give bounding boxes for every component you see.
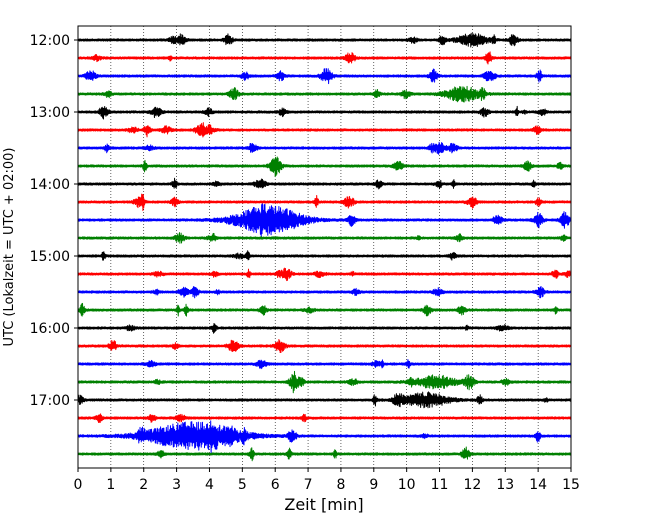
y-tick-label: 12:00 <box>30 33 70 49</box>
x-tick-label: 5 <box>238 477 247 493</box>
x-tick-label: 7 <box>304 477 313 493</box>
seismogram-trace <box>77 359 572 370</box>
x-tick-label: 4 <box>205 477 214 493</box>
y-axis-title: UTC (Lokalzeit = UTC + 02:00) <box>2 148 17 347</box>
x-tick-label: 11 <box>431 477 449 493</box>
y-tick-label: 16:00 <box>30 321 70 337</box>
y-tick-label: 14:00 <box>30 177 70 193</box>
y-tick-label: 13:00 <box>30 105 70 121</box>
x-tick-label: 9 <box>369 477 378 493</box>
x-tick-label: 8 <box>336 477 345 493</box>
plot-frame <box>77 25 572 469</box>
x-tick-label: 6 <box>271 477 280 493</box>
x-axis-ticks: 0 1 2 3 4 5 6 7 8 9 10 11 12 13 14 15 <box>74 468 580 493</box>
x-tick-label: 15 <box>562 477 580 493</box>
x-tick-label: 1 <box>106 477 115 493</box>
trace-group <box>77 32 572 462</box>
x-tick-label: 2 <box>139 477 148 493</box>
x-tick-label: 13 <box>496 477 514 493</box>
y-tick-label: 15:00 <box>30 249 70 265</box>
x-tick-label: 0 <box>74 477 83 493</box>
x-tick-label: 12 <box>463 477 481 493</box>
y-axis-ticks: 12:00 13:00 14:00 15:00 16:00 17:00 <box>30 33 78 409</box>
x-axis-title: Zeit [min] <box>284 495 363 514</box>
x-tick-label: 10 <box>398 477 416 493</box>
x-tick-label: 3 <box>172 477 181 493</box>
x-tick-label: 14 <box>529 477 547 493</box>
y-tick-label: 17:00 <box>30 393 70 409</box>
